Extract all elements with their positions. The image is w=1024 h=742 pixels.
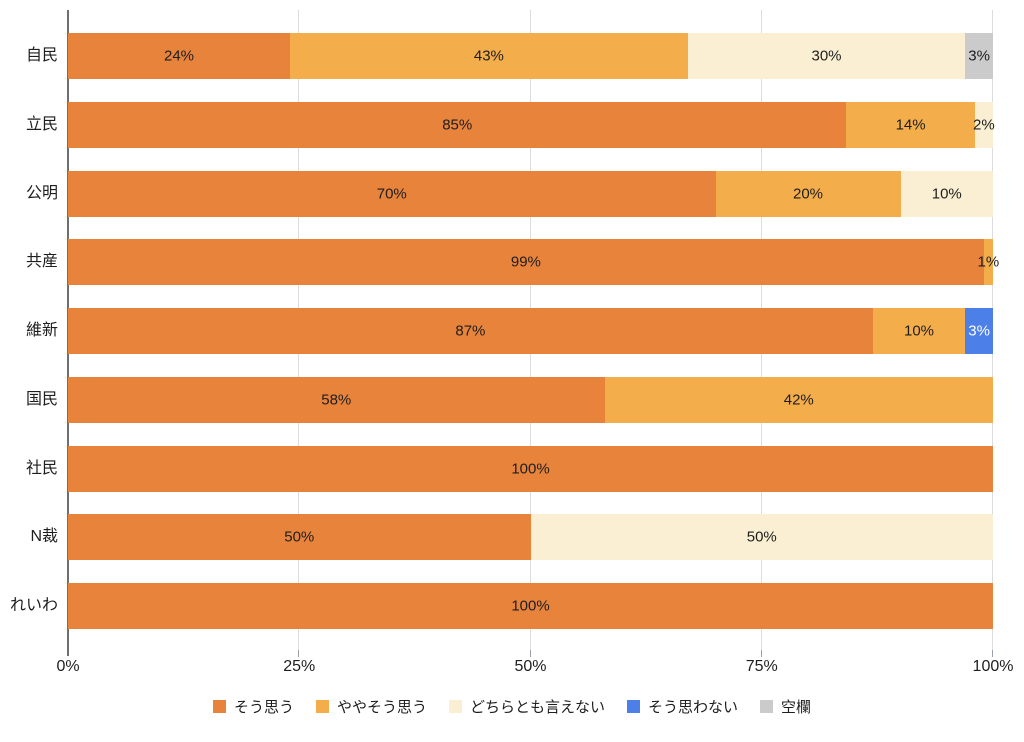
bar-segment[interactable]: 30% <box>687 33 966 79</box>
bar-row: 87% 10% 3% <box>68 308 993 354</box>
bar-segment[interactable]: 3% <box>965 33 993 79</box>
bar-value-label: 14% <box>895 116 926 134</box>
bar-value-label: 100% <box>511 597 550 615</box>
axis-tick <box>992 650 993 657</box>
bar-value-label: 10% <box>931 185 962 202</box>
category-label: れいわ <box>9 597 58 614</box>
bar-row: 99% 1% <box>68 239 999 286</box>
legend-swatch-icon <box>448 700 462 713</box>
bar-row: 100% <box>68 445 993 492</box>
legend-swatch-icon <box>760 700 774 713</box>
bar-segment[interactable]: 10% <box>872 308 966 354</box>
legend-label: そう思わない <box>648 699 739 716</box>
category-label: 公明 <box>25 184 58 202</box>
plot-area: 24% 43% 30% 3% 85% 14% 2% 70% 20% 10% 99% 1% 87% 10% 3… <box>68 10 999 657</box>
bar-value-label: 1% <box>977 253 1000 271</box>
bar-row: 70% 20% 10% <box>68 170 993 217</box>
bar-segment[interactable]: 2% <box>973 101 995 148</box>
bar-value-label: 50% <box>746 528 777 546</box>
legend-label: ややそう思う <box>336 699 427 716</box>
bar-segment[interactable]: 14% <box>846 101 975 148</box>
legend-item: そう思う <box>212 696 294 717</box>
legend-swatch-icon <box>315 700 329 713</box>
legend-item: 空欄 <box>760 696 811 717</box>
legend-item: ややそう思う <box>315 696 427 717</box>
bar-row: 24% 43% 30% 3% <box>68 33 993 79</box>
axis-tick <box>298 650 300 657</box>
bar-value-label: 50% <box>284 528 315 546</box>
bar-segment[interactable]: 20% <box>715 170 901 217</box>
bar-row: 58% 42% <box>68 376 993 423</box>
bar-value-label: 24% <box>163 47 195 65</box>
x-tick-label: 0% <box>56 658 80 675</box>
x-tick-label: 50% <box>514 658 547 675</box>
x-tick-label: 75% <box>745 658 778 675</box>
category-label: 自民 <box>25 47 58 64</box>
bar-segment[interactable]: 43% <box>290 33 688 79</box>
bar-segment[interactable]: 50% <box>68 514 531 561</box>
bar-segment[interactable]: 3% <box>965 308 993 354</box>
bar-segment[interactable]: 70% <box>68 170 716 217</box>
legend-label: どちらとも言えない <box>469 699 605 716</box>
legend-item: どちらとも言えない <box>448 696 605 717</box>
bar-segment[interactable]: 50% <box>530 514 993 561</box>
bar-value-label: 70% <box>376 185 407 202</box>
bar-row: 100% <box>68 583 993 629</box>
bar-row: 50% 50% <box>68 514 993 561</box>
bar-segment[interactable]: 42% <box>604 376 993 423</box>
bar-segment[interactable]: 100% <box>68 445 993 492</box>
bar-segment[interactable]: 58% <box>68 376 605 423</box>
legend-swatch-icon <box>627 700 640 713</box>
bar-value-label: 85% <box>442 116 473 134</box>
bar-value-label: 30% <box>811 47 842 65</box>
category-label: 立民 <box>25 115 58 133</box>
bar-segment[interactable]: 87% <box>68 308 873 354</box>
x-axis: 0% 25% 50% 75% 100% <box>56 658 1013 678</box>
bar-value-label: 10% <box>903 322 935 340</box>
bar-segment[interactable]: 10% <box>900 170 993 217</box>
bar-value-label: 42% <box>783 391 814 409</box>
legend-swatch-icon <box>212 700 226 713</box>
category-label: 維新 <box>25 322 58 339</box>
bar-value-label: 2% <box>973 116 995 134</box>
bar-value-label: 3% <box>968 322 990 340</box>
bar-value-label: 43% <box>473 47 504 65</box>
bar-segment[interactable]: 100% <box>68 583 993 629</box>
category-label: 共産 <box>25 253 58 271</box>
bar-row: 85% 14% 2% <box>68 101 995 148</box>
bar-value-label: 99% <box>510 253 541 271</box>
x-tick-label: 25% <box>283 658 316 675</box>
axis-tick <box>760 650 762 657</box>
category-labels: 自民立民公明共産維新国民社民 N裁れいわ <box>0 10 58 650</box>
legend: そう思う ややそう思う どちらとも言えない そう思わない 空欄 <box>0 696 1024 717</box>
bar-value-label: 58% <box>321 391 352 409</box>
legend-label: そう思う <box>233 699 294 716</box>
bar-segment[interactable]: 85% <box>68 101 847 148</box>
category-label: N裁 <box>30 528 58 546</box>
bar-value-label: 3% <box>968 47 990 65</box>
legend-item: そう思わない <box>627 696 738 717</box>
x-tick-label: 100% <box>972 658 1014 675</box>
bar-value-label: 100% <box>511 460 550 477</box>
bar-segment[interactable]: 1% <box>978 239 999 286</box>
category-label: 国民 <box>25 390 58 408</box>
bar-segment[interactable]: 24% <box>68 33 290 79</box>
axis-tick <box>529 650 531 657</box>
bar-segment[interactable]: 99% <box>68 239 984 286</box>
category-label: 社民 <box>25 459 58 477</box>
bar-value-label: 87% <box>455 322 486 340</box>
legend-label: 空欄 <box>781 699 812 716</box>
bar-value-label: 20% <box>792 185 824 202</box>
